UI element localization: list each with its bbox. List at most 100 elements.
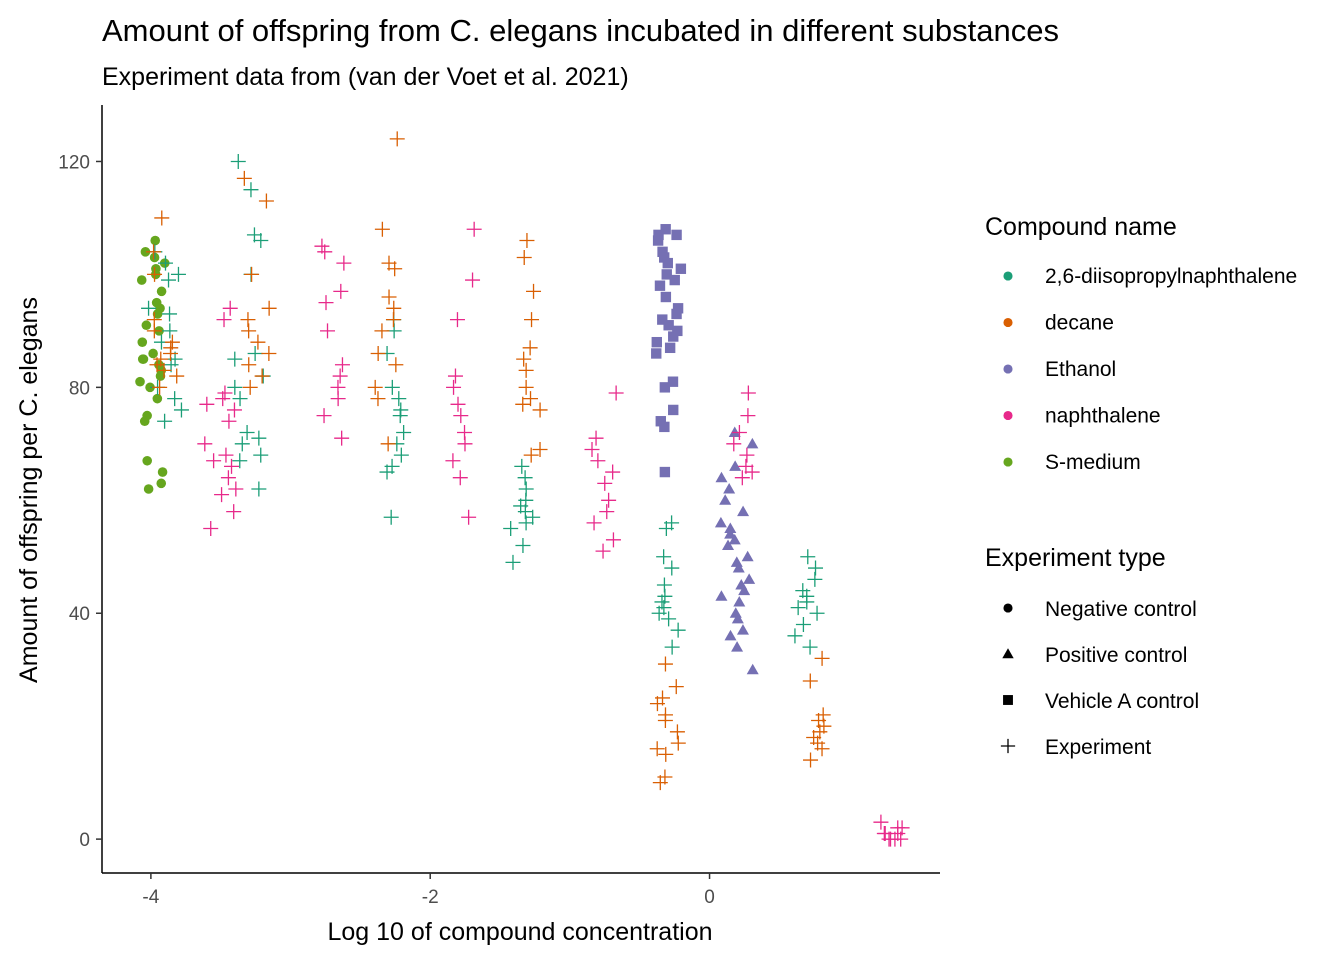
data-point — [714, 516, 727, 528]
data-point — [658, 746, 674, 762]
data-point — [661, 269, 672, 280]
data-point — [152, 393, 163, 404]
data-point — [162, 306, 178, 322]
legend-compound-label: 2,6-diisopropylnaphthalene — [1045, 265, 1297, 288]
data-point — [251, 481, 267, 497]
legend-type-key — [1000, 738, 1016, 754]
y-tick-label: 80 — [69, 378, 90, 399]
data-point — [807, 571, 823, 587]
data-point — [157, 467, 168, 477]
data-point — [449, 312, 465, 328]
data-point — [728, 426, 741, 438]
data-point — [221, 413, 237, 429]
data-point — [227, 379, 243, 395]
data-point — [662, 257, 673, 269]
data-point — [391, 391, 407, 407]
data-point — [226, 402, 242, 418]
data-point — [162, 323, 178, 339]
data-point — [254, 368, 270, 384]
data-point — [450, 396, 466, 412]
data-point — [334, 430, 350, 446]
data-point — [655, 416, 666, 427]
x-axis-ticks: -4 -2 0 — [142, 873, 715, 908]
data-point — [251, 430, 267, 446]
legend-type-label: Positive control — [1045, 644, 1187, 667]
data-point — [461, 509, 477, 525]
data-point — [453, 408, 469, 424]
data-point — [161, 272, 177, 288]
data-point — [724, 528, 737, 539]
data-point — [656, 549, 672, 565]
data-point — [516, 249, 532, 265]
data-point — [532, 441, 548, 457]
data-point — [334, 357, 350, 373]
data-point — [661, 611, 677, 627]
data-point — [517, 470, 533, 486]
data-point — [669, 274, 680, 286]
legend-experiment-type: Experiment type Negative control Positive… — [985, 544, 1199, 759]
data-point — [385, 312, 401, 328]
data-point — [169, 368, 185, 384]
data-point — [320, 323, 336, 339]
data-point — [216, 312, 232, 328]
data-point — [258, 193, 274, 209]
data-point — [809, 605, 825, 621]
data-point — [250, 334, 266, 350]
data-point — [367, 379, 383, 395]
legend-compound-key — [1003, 317, 1013, 328]
data-point — [222, 300, 238, 316]
data-point — [199, 396, 215, 412]
data-point — [659, 252, 670, 263]
data-point — [215, 391, 231, 407]
data-point — [316, 408, 332, 424]
y-axis-title: Amount of offspring per C. elegans — [15, 297, 43, 683]
data-point — [244, 266, 260, 282]
data-point — [658, 521, 674, 537]
data-point — [140, 247, 151, 257]
data-point — [651, 336, 662, 348]
data-point — [514, 458, 530, 474]
data-point — [214, 487, 230, 503]
data-point — [663, 320, 674, 331]
legend-compound-key — [1003, 364, 1013, 374]
data-point — [654, 280, 666, 291]
data-point — [814, 650, 830, 666]
data-point — [731, 641, 744, 652]
data-point — [147, 266, 163, 282]
data-point — [715, 590, 728, 601]
data-point — [739, 447, 755, 463]
data-point — [445, 453, 461, 469]
data-point — [651, 348, 662, 359]
data-point — [668, 404, 679, 416]
data-point — [206, 453, 222, 469]
data-point — [516, 351, 532, 367]
data-point — [652, 775, 668, 791]
data-point — [740, 385, 756, 401]
legend-type-key — [1003, 603, 1013, 613]
data-point — [746, 437, 759, 449]
data-point — [526, 283, 542, 299]
data-point — [736, 624, 749, 635]
data-point — [671, 308, 682, 320]
data-point — [586, 515, 602, 531]
data-point — [136, 275, 147, 285]
data-point — [588, 430, 604, 446]
data-point — [232, 453, 248, 469]
data-point — [148, 348, 158, 359]
x-tick-label: -4 — [142, 887, 159, 908]
data-point — [518, 379, 534, 395]
data-point — [802, 639, 818, 655]
data-point — [605, 532, 621, 548]
data-point — [743, 573, 756, 584]
data-point — [649, 741, 665, 757]
data-point — [146, 323, 162, 339]
data-point — [746, 663, 759, 675]
data-point — [729, 460, 742, 471]
data-point — [523, 447, 539, 463]
data-point — [744, 464, 760, 480]
data-point — [657, 246, 668, 258]
data-point — [465, 272, 481, 288]
data-point — [795, 617, 811, 633]
legend-compound-label: naphthalene — [1045, 405, 1161, 428]
